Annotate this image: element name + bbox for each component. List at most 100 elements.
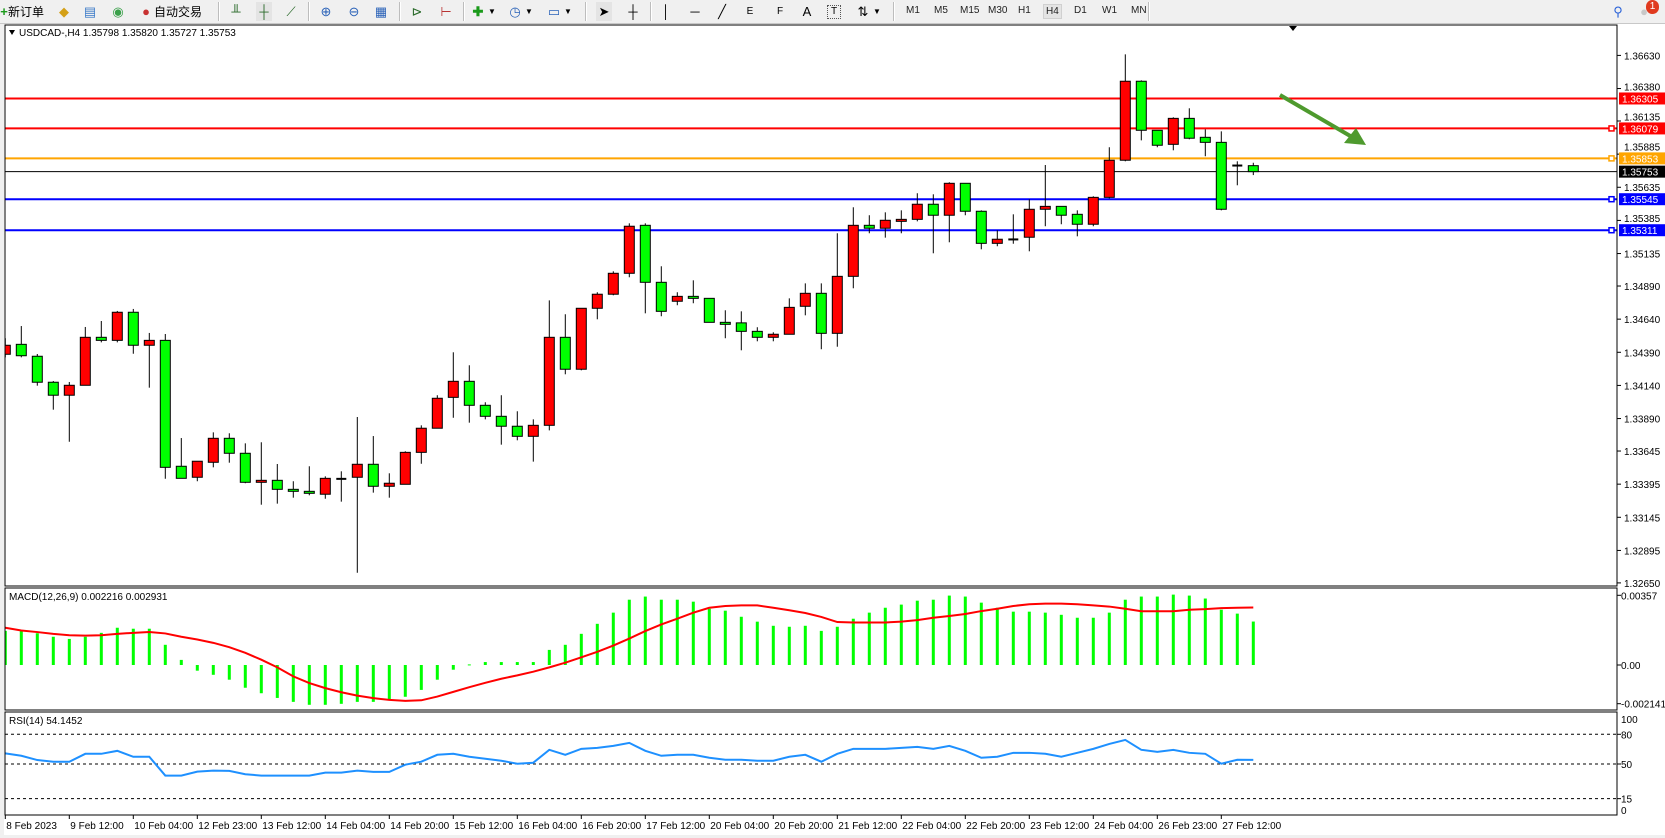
candle-body: [575, 307, 587, 370]
templates-button[interactable]: ▭ ▼: [546, 2, 572, 21]
fibonacci-expansion-button[interactable]: E: [742, 2, 758, 21]
candle: [943, 182, 955, 243]
periods-button[interactable]: ◷ ▼: [507, 2, 533, 21]
candle: [367, 436, 379, 493]
text-icon: A: [802, 3, 812, 19]
price-axis-label: 1.36630: [1624, 51, 1661, 62]
notifications-button[interactable]: ● 1: [1636, 0, 1659, 21]
candle-body: [767, 333, 779, 338]
macd-histogram-bar: [1219, 609, 1223, 665]
macd-histogram-bar: [563, 644, 567, 665]
price-levels[interactable]: [5, 97, 1617, 234]
auto-scroll-button[interactable]: ⊳: [409, 2, 425, 21]
candle-body: [207, 437, 219, 463]
macd-indicator: [5, 594, 1255, 705]
time-axis-label: 8 Feb 2023: [6, 821, 57, 832]
price-axis-label: 1.35135: [1624, 250, 1661, 261]
chart-menu-triangle-icon[interactable]: [9, 30, 15, 35]
rsi-axis-label: 80: [1621, 730, 1633, 741]
candle-body: [847, 224, 859, 277]
history-center-button[interactable]: ▤: [82, 2, 98, 21]
macd-histogram-bar: [195, 665, 199, 671]
candle-body: [175, 465, 187, 479]
candle-body: [367, 463, 379, 487]
macd-histogram-bar: [1251, 621, 1255, 665]
line-handle-icon[interactable]: [1608, 226, 1615, 234]
line-handle-icon[interactable]: [1608, 195, 1615, 203]
toolbar: + 新订单 ◆ ▤ ◉ ● 自动交易 ╨ ┼ ⟋ ⊕ ⊖ ▦ ⊳ ⊢ ✚ ▼ ◷ ▼…: [0, 0, 1665, 24]
candles: [5, 54, 1259, 573]
candle-body: [543, 336, 555, 426]
text-label-button[interactable]: T: [827, 2, 841, 21]
arrows-button[interactable]: ⇅ ▼: [855, 2, 881, 21]
horizontal-line-button[interactable]: ─: [687, 2, 703, 21]
zoom-in-button[interactable]: ⊕: [318, 2, 334, 21]
macd-histogram-bar: [1235, 613, 1239, 665]
candle: [127, 308, 139, 354]
crosshair-button[interactable]: ┼: [625, 2, 641, 21]
candle: [271, 464, 283, 504]
candle-body: [703, 297, 715, 323]
candle: [975, 210, 987, 250]
price-axis-label: 1.35385: [1624, 214, 1661, 225]
metaeditor-icon: ◆: [59, 3, 69, 19]
time-axis-label: 22 Feb 04:00: [902, 821, 961, 832]
new-order-label: 新订单: [8, 5, 45, 19]
fibonacci-fan-button[interactable]: F: [772, 2, 788, 21]
line-handle-icon[interactable]: [1608, 155, 1615, 162]
macd-histogram-bar: [707, 608, 711, 665]
new-order-button[interactable]: + 新订单: [0, 2, 44, 21]
auto-trading-button[interactable]: ● 自动交易: [138, 2, 202, 21]
chevron-down-icon: ▼: [525, 7, 533, 16]
candle: [623, 223, 635, 278]
metaeditor-button[interactable]: ◆: [56, 2, 72, 21]
trendline-button[interactable]: ╱: [714, 2, 730, 21]
rsi-axis-label: 50: [1621, 760, 1633, 771]
signals-button[interactable]: ◉: [110, 2, 126, 21]
timeframe-m15[interactable]: M15: [960, 5, 980, 16]
indicators-button[interactable]: ✚ ▼: [470, 2, 496, 21]
search-button[interactable]: ⚲: [1610, 2, 1626, 21]
macd-histogram-bar: [835, 626, 839, 665]
timeframe-mn[interactable]: MN: [1131, 5, 1147, 16]
timeframe-m1[interactable]: M1: [906, 5, 920, 16]
macd-histogram-bar: [435, 665, 439, 680]
candle-body: [415, 427, 427, 453]
cursor-button[interactable]: ➤: [596, 2, 612, 21]
price-level-badge: [1619, 92, 1665, 105]
candle-body: [527, 424, 539, 437]
macd-histogram-bar: [1171, 594, 1175, 665]
vertical-line-button[interactable]: │: [658, 2, 674, 21]
chart-shift-button[interactable]: ⊢: [438, 2, 454, 21]
line-chart-button[interactable]: ⟋: [283, 2, 299, 21]
candle: [559, 314, 571, 375]
timeframe-h1[interactable]: H1: [1018, 5, 1031, 16]
timeframe-h4[interactable]: H4: [1043, 4, 1062, 19]
candle-body: [15, 343, 27, 357]
candle-body: [623, 225, 635, 274]
auto-trading-icon: ●: [142, 3, 150, 19]
price-level-badge: [1619, 193, 1665, 206]
candlestick-chart-button[interactable]: ┼: [256, 2, 272, 21]
candle: [1119, 54, 1131, 162]
timeframe-m30[interactable]: M30: [988, 5, 1008, 16]
macd-histogram-bar: [147, 628, 151, 665]
toolbar-separator: [463, 2, 465, 21]
tile-windows-button[interactable]: ▦: [373, 2, 389, 21]
candle: [287, 481, 299, 498]
candle: [671, 292, 683, 306]
time-axis-label: 21 Feb 12:00: [838, 821, 897, 832]
line-handle-icon[interactable]: [1608, 125, 1615, 132]
candle: [847, 207, 859, 289]
timeframe-d1[interactable]: D1: [1074, 5, 1087, 16]
price-axis-label: 1.33645: [1624, 447, 1661, 458]
zoom-out-button[interactable]: ⊖: [346, 2, 362, 21]
bar-chart-button[interactable]: ╨: [228, 2, 244, 21]
text-button[interactable]: A: [799, 2, 815, 21]
candle: [783, 298, 795, 335]
timeframe-m5[interactable]: M5: [934, 5, 948, 16]
annotation-arrow[interactable]: [1278, 93, 1366, 145]
macd-histogram-bar: [691, 601, 695, 665]
timeframe-w1[interactable]: W1: [1102, 5, 1117, 16]
